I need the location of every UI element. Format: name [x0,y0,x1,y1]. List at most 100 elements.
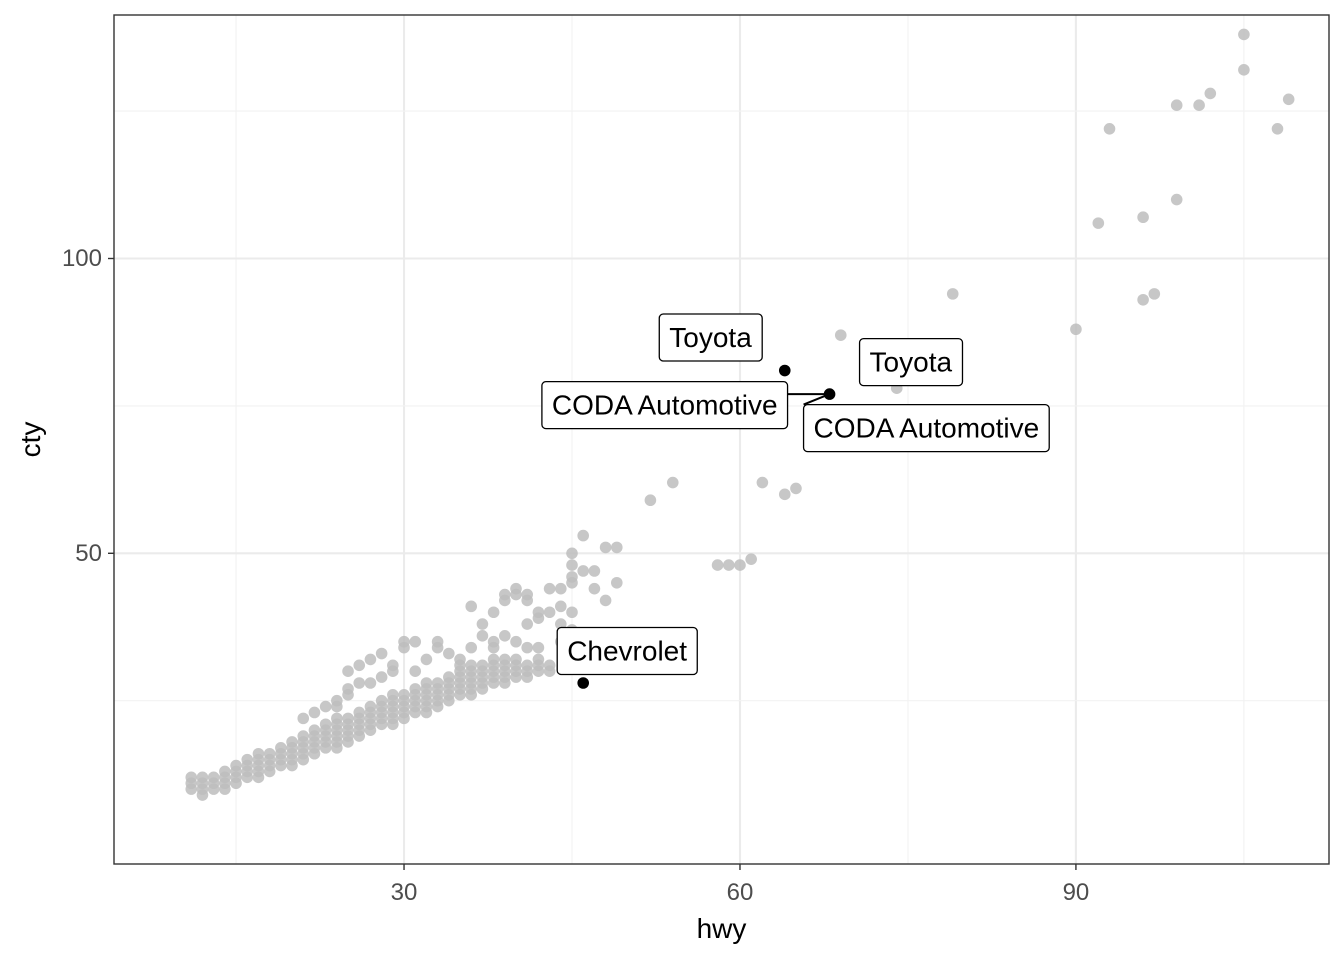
background-point [409,665,422,678]
highlighted-points [577,364,836,689]
background-point [1148,288,1161,300]
x-axis-title: hwy [697,913,747,944]
background-point [275,742,287,754]
label-box [541,380,789,430]
background-point [555,600,567,613]
background-point [499,630,511,642]
background-point [532,641,545,654]
background-point [521,618,534,630]
background-point [566,559,578,571]
background-point [599,541,612,554]
background-point [834,329,847,341]
background-point [644,494,657,507]
background-point [398,635,410,648]
background-point [1137,293,1149,306]
background-point [219,765,231,778]
background-point [722,559,735,571]
background-point [263,747,276,760]
x-tick-label: 30 [391,879,418,906]
background-point [666,476,679,489]
background-point [465,659,478,672]
background-point [610,576,623,589]
background-point [543,659,556,672]
background-point [297,730,310,742]
background-point [454,653,466,666]
background-point [409,683,422,695]
highlighted-point [778,364,791,377]
background-point [734,559,746,571]
background-point [756,476,769,489]
background-point [353,677,366,689]
background-point [286,736,298,748]
background-point [1070,323,1082,336]
background-point [521,659,534,672]
point-labels: Toyota Toyota CODA Automotive CODA Automoti… [541,313,1050,676]
background-point [1092,217,1105,229]
background-point [230,759,242,772]
x-tick-label: 60 [727,879,754,906]
point-label: Toyota [858,337,964,387]
background-point [487,635,500,648]
background-point [308,724,321,736]
y-tick-label: 100 [62,245,102,272]
background-point [241,753,254,766]
label-box [556,626,698,676]
background-point [398,688,410,701]
background-point [1193,99,1205,112]
label-box [658,313,763,362]
background-point [1170,99,1183,112]
background-point [297,712,310,725]
background-point [521,641,534,654]
background-point [353,706,366,719]
background-point [353,659,366,672]
background-point [420,677,433,689]
background-point [364,653,377,666]
point-label-text: Toyota [870,347,953,378]
background-point [499,653,511,666]
background-point [566,606,578,619]
background-point [521,588,534,601]
background-point [319,718,332,731]
background-point [364,677,377,689]
background-point [342,665,354,678]
background-point [1204,87,1217,100]
background-point [555,582,567,595]
background-point [476,630,489,642]
background-point [499,588,511,601]
background-point [566,571,578,583]
background-point [599,594,612,607]
background-point [487,653,500,666]
background-point [476,618,489,630]
x-tick-label: 90 [1063,879,1090,906]
point-label-text: Chevrolet [567,635,687,666]
background-point [510,653,522,666]
background-point [375,694,388,707]
background-point [431,635,444,648]
background-point [465,641,478,654]
background-point [1137,211,1149,224]
background-point [342,683,354,695]
background-point [1282,93,1295,106]
background-point [185,771,198,784]
highlighted-point [577,677,590,689]
background-point [252,747,265,760]
background-point [543,606,556,619]
background-point [387,659,399,672]
grid-lines [114,15,1329,864]
background-point [331,712,343,725]
background-point [1238,28,1250,41]
background-point [476,659,489,672]
y-tick-label: 50 [75,540,102,567]
background-point [532,653,545,666]
background-point [510,582,522,595]
background-point [543,582,556,595]
background-point [1103,122,1116,135]
point-label: Chevrolet [556,626,698,676]
background-point [745,553,757,565]
background-point [387,688,399,701]
axis-ticks: 30 60 90 50 100 [62,245,1089,906]
panel-border [113,14,1330,865]
background-point [1238,64,1250,76]
